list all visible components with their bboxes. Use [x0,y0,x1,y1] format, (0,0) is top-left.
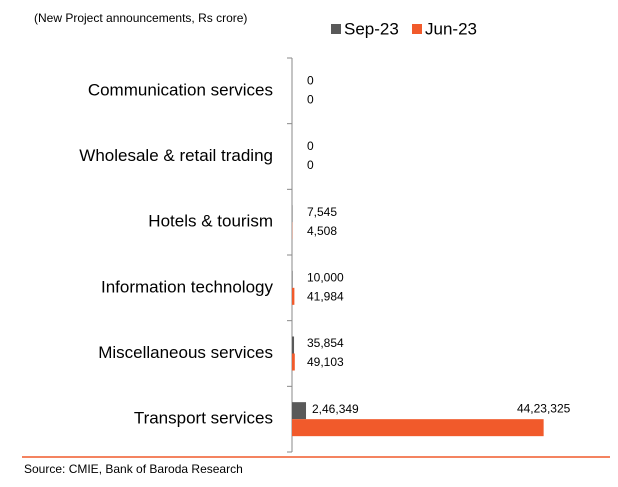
bar [292,419,544,436]
value-label: 35,854 [307,336,344,350]
bar [292,354,295,371]
value-label: 10,000 [307,271,344,285]
value-label: 0 [307,93,314,107]
value-label: 2,46,349 [312,402,359,416]
bar [292,271,293,288]
legend-label: Sep-23 [344,19,399,38]
category-label: Hotels & tourism [148,212,273,231]
category-label: Transport services [134,409,273,428]
category-label: Communication services [88,80,273,99]
category-label: Wholesale & retail trading [79,146,273,165]
category-label: Information technology [101,277,273,296]
bar [292,402,306,419]
legend-swatch [412,24,422,34]
value-label: 49,103 [307,355,344,369]
value-label: 7,545 [307,205,337,219]
category-label: Miscellaneous services [98,343,273,362]
value-label: 44,23,325 [517,401,571,415]
value-label: 0 [307,158,314,172]
value-label: 0 [307,74,314,88]
legend-swatch [331,24,341,34]
value-label: 0 [307,139,314,153]
chart-subtitle: (New Project announcements, Rs crore) [34,11,247,25]
bar [292,337,294,354]
value-label: 41,984 [307,290,344,304]
bar [292,288,294,305]
legend-label: Jun-23 [425,19,477,38]
value-label: 4,508 [307,224,337,238]
source-note: Source: CMIE, Bank of Baroda Research [24,462,243,476]
